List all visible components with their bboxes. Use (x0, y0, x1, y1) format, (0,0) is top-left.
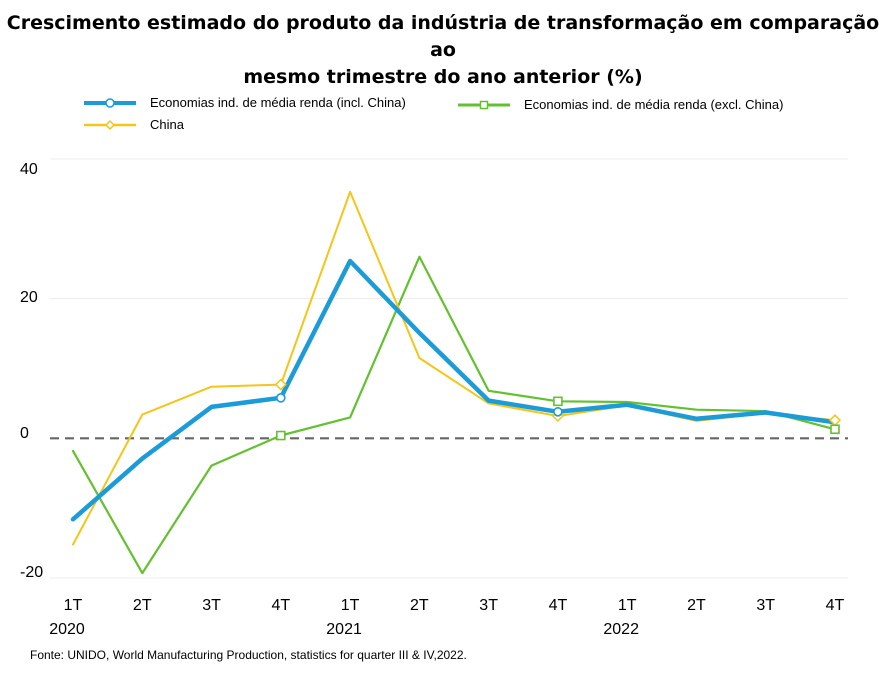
data-point-marker (553, 406, 563, 417)
legend-swatch-china (84, 119, 136, 130)
chart-title: Crescimento estimado do produto da indús… (0, 10, 886, 91)
x-tick-label: 2T (687, 597, 706, 614)
x-tick-label: 2T (133, 597, 152, 614)
x-tick-label: 3T (479, 597, 498, 614)
y-tick-label: 40 (20, 161, 38, 178)
data-point-marker (553, 396, 563, 407)
y-tick-label: 20 (20, 289, 38, 306)
x-tick-label: 3T (756, 597, 775, 614)
data-point-marker (276, 430, 286, 441)
chart-title-line-1: Crescimento estimado do produto da indús… (6, 12, 880, 61)
x-tick-label: 3T (202, 597, 221, 614)
legend-item-excl-china: Economias ind. de média renda (excl. Chi… (458, 97, 783, 112)
chart-title-line-2: mesmo trimestre do ano anterior (%) (243, 66, 643, 88)
legend-item-china: China (84, 117, 184, 132)
legend-swatch-incl-china (84, 97, 136, 108)
data-point-marker (830, 424, 840, 435)
x-tick-label: 4T (549, 597, 568, 614)
series-line (71, 255, 837, 575)
x-tick-label: 2T (410, 597, 429, 614)
legend-item-incl-china: Economias ind. de média renda (incl. Chi… (84, 95, 406, 110)
x-year-label: 2021 (326, 621, 362, 638)
data-point-marker (276, 393, 286, 403)
x-year-label: 2022 (603, 621, 639, 638)
legend-label-excl-china: Economias ind. de média renda (excl. Chi… (524, 97, 784, 112)
x-tick-label: 4T (271, 597, 290, 614)
y-tick-label: 0 (20, 425, 29, 442)
x-tick-label: 1T (64, 597, 83, 614)
data-point-marker (274, 378, 287, 391)
legend-label-incl-china: Economias ind. de média renda (incl. Chi… (150, 95, 406, 110)
x-tick-label: 4T (826, 597, 845, 614)
legend-label-china: China (150, 117, 184, 132)
source-note: Fonte: UNIDO, World Manufacturing Produc… (30, 648, 467, 662)
x-tick-label: 1T (618, 597, 637, 614)
y-tick-label: -20 (20, 564, 43, 581)
series-line (70, 258, 838, 522)
x-tick-label: 1T (341, 597, 360, 614)
legend-swatch-excl-china (458, 100, 510, 109)
x-year-label: 2020 (49, 621, 85, 638)
